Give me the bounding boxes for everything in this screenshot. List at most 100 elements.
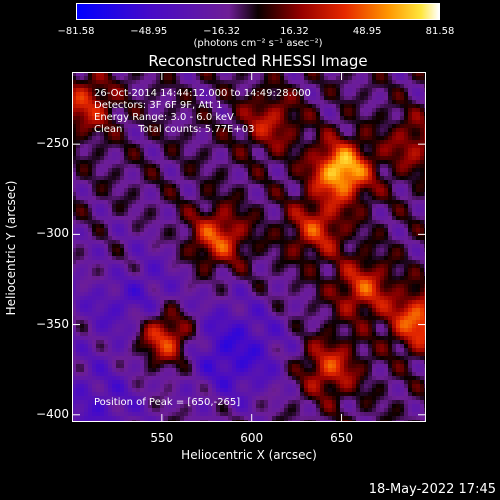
heatmap-cell (76, 76, 81, 81)
heatmap-cell (320, 80, 325, 85)
heatmap-cell (396, 268, 401, 273)
heatmap-cell (164, 204, 169, 209)
heatmap-cell (368, 208, 373, 213)
heatmap-cell (332, 104, 337, 109)
heatmap-cell (328, 176, 333, 181)
heatmap-cell (152, 200, 157, 205)
heatmap-cell (204, 200, 209, 205)
heatmap-cell (388, 236, 393, 241)
heatmap-cell (416, 108, 421, 113)
heatmap-cell (324, 264, 329, 269)
heatmap-cell (212, 136, 217, 141)
heatmap-cell (132, 188, 137, 193)
heatmap-cell (392, 148, 397, 153)
heatmap-cell (92, 284, 97, 289)
heatmap-cell (228, 252, 233, 257)
heatmap-cell (408, 276, 413, 281)
heatmap-cell (72, 164, 77, 169)
heatmap-cell (340, 80, 345, 85)
heatmap-cell (372, 100, 377, 105)
heatmap-cell (240, 108, 245, 113)
heatmap-cell (156, 260, 161, 265)
heatmap-cell (128, 184, 133, 189)
heatmap-cell (248, 220, 253, 225)
heatmap-cell (396, 252, 401, 257)
heatmap-cell (352, 224, 357, 229)
heatmap-cell (328, 112, 333, 117)
heatmap-cell (416, 80, 421, 85)
heatmap-cell (196, 268, 201, 273)
heatmap-cell (120, 132, 125, 137)
heatmap-cell (172, 264, 177, 269)
heatmap-cell (156, 112, 161, 117)
heatmap-cell (240, 84, 245, 89)
heatmap-cell (296, 268, 301, 273)
heatmap-cell (384, 100, 389, 105)
heatmap-cell (332, 84, 337, 89)
heatmap-cell (136, 216, 141, 221)
heatmap-cell (116, 236, 121, 241)
heatmap-cell (72, 152, 77, 157)
heatmap-cell (420, 136, 425, 141)
heatmap-cell (204, 280, 209, 285)
heatmap-cell (224, 180, 229, 185)
heatmap-cell (416, 120, 421, 125)
heatmap-cell (256, 108, 261, 113)
heatmap-cell (364, 188, 369, 193)
heatmap-cell (400, 244, 405, 249)
heatmap-cell (416, 272, 421, 277)
heatmap-cell (360, 164, 365, 169)
heatmap-cell (320, 280, 325, 285)
heatmap-cell (132, 108, 137, 113)
heatmap-cell (144, 220, 149, 225)
heatmap-cell (276, 160, 281, 165)
heatmap-cell (132, 180, 137, 185)
heatmap-cell (412, 180, 417, 185)
heatmap-cell (212, 164, 217, 169)
heatmap-cell (408, 160, 413, 165)
heatmap-cell (364, 244, 369, 249)
heatmap-cell (72, 288, 77, 293)
heatmap-cell (128, 80, 133, 85)
heatmap-cell (172, 128, 177, 133)
heatmap-cell (148, 168, 153, 173)
heatmap-cell (72, 108, 77, 113)
heatmap-cell (328, 168, 333, 173)
heatmap-cell (100, 256, 105, 261)
heatmap-cell (376, 264, 381, 269)
heatmap-cell (400, 112, 405, 117)
heatmap-cell (216, 292, 221, 297)
heatmap-cell (324, 208, 329, 213)
heatmap-cell (296, 208, 301, 213)
heatmap-cell (76, 180, 81, 185)
heatmap-cell (136, 124, 141, 129)
heatmap-cell (108, 184, 113, 189)
heatmap-cell (212, 112, 217, 117)
heatmap-cell (360, 144, 365, 149)
heatmap-cell (340, 88, 345, 93)
heatmap-cell (160, 84, 165, 89)
heatmap-cell (284, 128, 289, 133)
heatmap-cell (116, 96, 121, 101)
heatmap-cell (76, 196, 81, 201)
heatmap-cell (252, 288, 257, 293)
heatmap-cell (312, 228, 317, 233)
heatmap-cell (368, 168, 373, 173)
heatmap-cell (256, 120, 261, 125)
heatmap-cell (420, 280, 425, 285)
heatmap-cell (144, 80, 149, 85)
heatmap-cell (148, 164, 153, 169)
heatmap-cell (120, 164, 125, 169)
heatmap-cell (344, 184, 349, 189)
heatmap-cell (204, 156, 209, 161)
heatmap-cell (396, 132, 401, 137)
heatmap-cell (400, 180, 405, 185)
heatmap-cell (196, 152, 201, 157)
heatmap-cell (72, 84, 77, 89)
heatmap-cell (188, 196, 193, 201)
heatmap-cell (368, 100, 373, 105)
heatmap-cell (240, 268, 245, 273)
heatmap-cell (392, 232, 397, 237)
heatmap-cell (352, 168, 357, 173)
heatmap-cell (380, 140, 385, 145)
